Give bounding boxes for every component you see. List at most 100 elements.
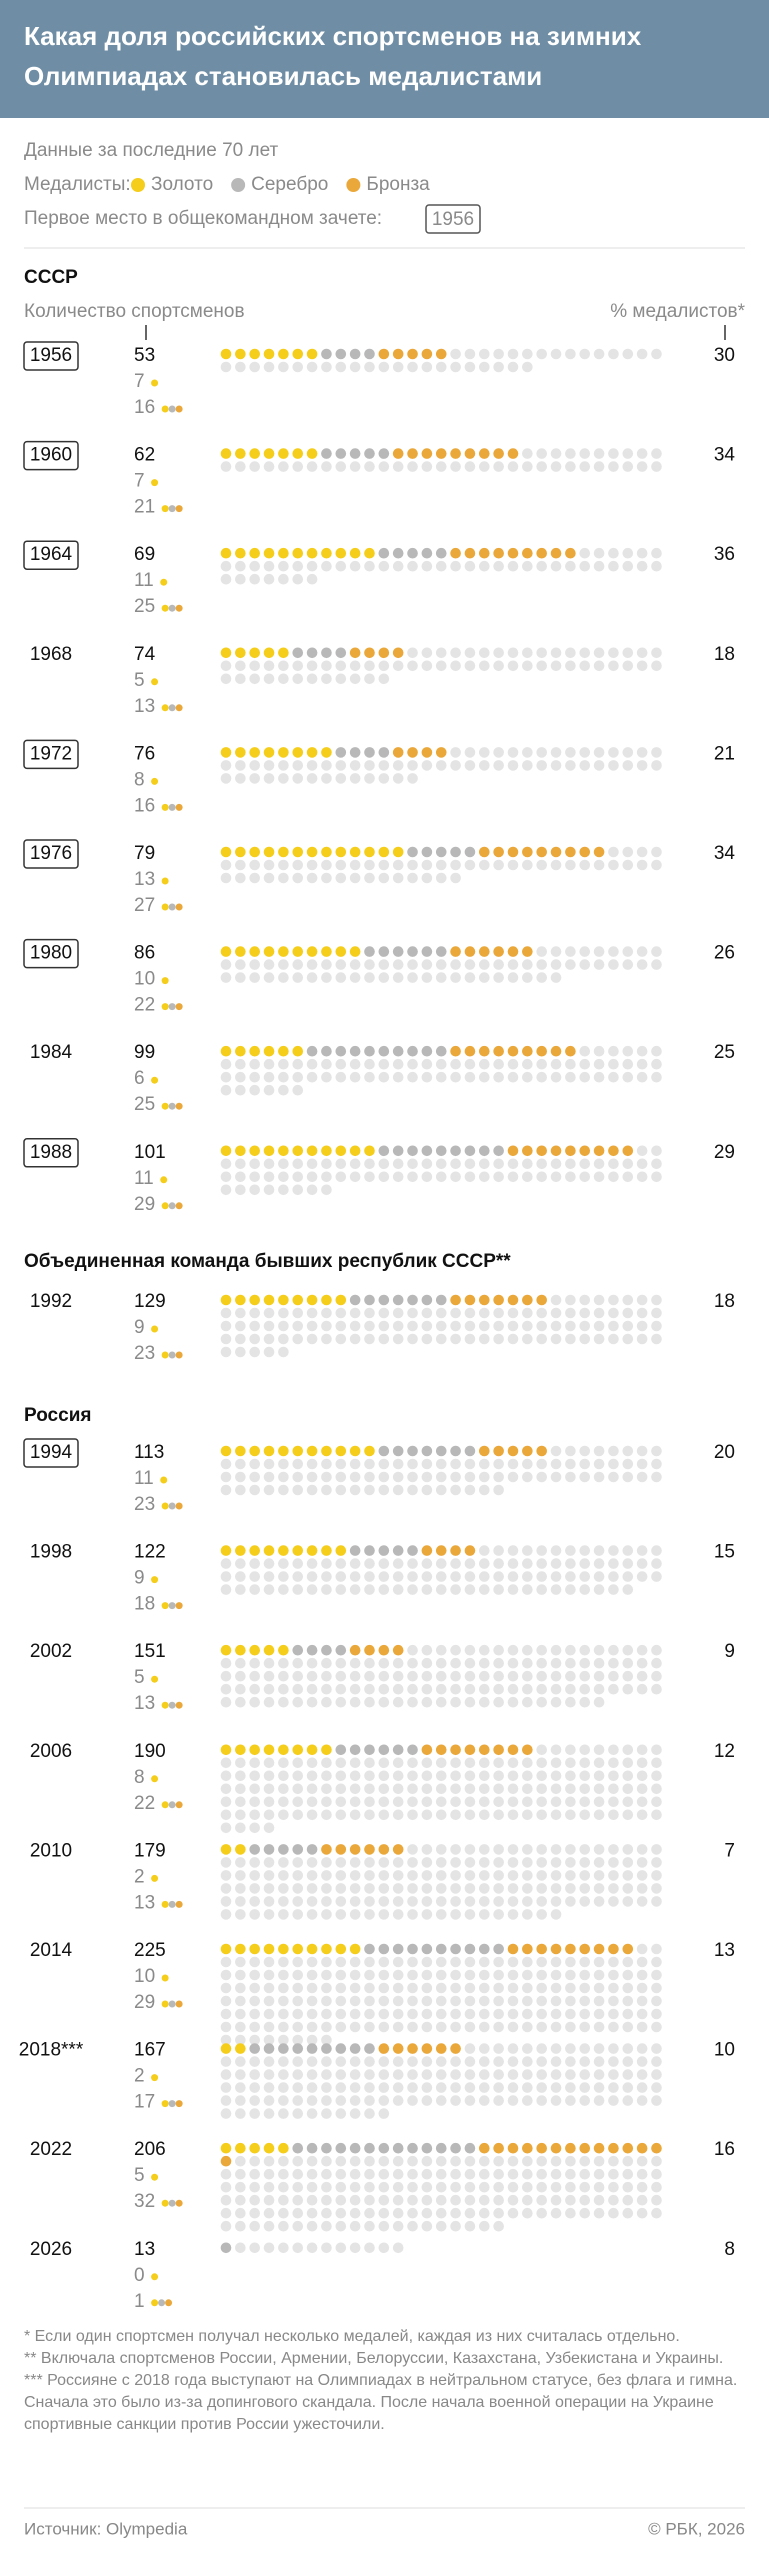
athlete-dot	[464, 2155, 476, 2167]
athlete-dot	[392, 1943, 404, 1955]
athlete-dot	[263, 1883, 275, 1894]
athlete-dot	[364, 1809, 375, 1821]
athlete-dot	[278, 560, 289, 572]
athlete-dot	[392, 1969, 404, 1981]
athlete-dot	[220, 1883, 232, 1894]
year: 1956	[30, 345, 72, 366]
athlete-dot	[479, 1969, 490, 1981]
athlete-dot	[321, 647, 332, 659]
athlete-dot	[278, 2082, 289, 2093]
athlete-dot	[450, 2095, 461, 2106]
athlete-dot	[493, 1956, 504, 1968]
athlete-dot	[608, 1670, 619, 1682]
athlete-dot	[565, 1670, 576, 1682]
gold-count: 7	[134, 371, 145, 392]
athlete-dot	[306, 2220, 318, 2232]
year: 1994	[30, 1442, 73, 1463]
athlete-dot	[378, 846, 390, 858]
athlete-dot	[306, 2056, 318, 2067]
athlete-dot	[550, 946, 562, 957]
athlete-dot	[392, 1158, 404, 1170]
athlete-dot	[349, 448, 361, 459]
athlete-dot	[378, 2108, 390, 2119]
athlete-dot	[608, 846, 619, 858]
athlete-dot	[321, 1071, 332, 1083]
athlete-dot	[392, 872, 404, 884]
athlete-dot	[306, 461, 318, 472]
percent: 34	[714, 445, 736, 466]
athlete-dot	[608, 760, 619, 771]
athlete-dot	[263, 461, 275, 472]
athlete-dot	[407, 859, 418, 871]
medal-icon	[175, 1701, 183, 1709]
athlete-dot	[622, 1982, 634, 1994]
athlete-dot	[522, 2095, 533, 2106]
athlete-dot	[249, 859, 260, 871]
gold-icon	[160, 1476, 168, 1484]
medal-icon	[168, 1102, 176, 1110]
athlete-dot	[321, 1158, 332, 1170]
athlete-dot	[435, 1744, 447, 1756]
athlete-dot	[435, 448, 447, 459]
athlete-dot	[235, 2069, 246, 2080]
medal-icon	[168, 2199, 176, 2207]
athlete-dot	[349, 1770, 361, 1782]
athlete-dot	[651, 1307, 662, 1319]
athlete-dot	[651, 1943, 662, 1955]
year: 1998	[30, 1542, 72, 1563]
athlete-dot	[421, 1058, 433, 1070]
athlete-dot	[335, 2095, 347, 2106]
athlete-dot	[364, 2220, 375, 2232]
athlete-dot	[306, 2207, 318, 2219]
athlete-dot	[593, 747, 605, 758]
athlete-dot	[550, 1909, 562, 1920]
percent: 26	[714, 943, 735, 964]
athlete-dot	[493, 946, 504, 957]
athlete-dot	[278, 361, 289, 373]
athlete-dot	[349, 859, 361, 871]
medalists-count: 25	[134, 1094, 155, 1115]
athlete-dot	[235, 1545, 246, 1556]
athlete-dot	[392, 1071, 404, 1083]
athlete-dot	[263, 1757, 275, 1769]
athlete-dot	[321, 1956, 332, 1968]
athlete-dot	[550, 760, 562, 771]
athlete-dot	[450, 2082, 461, 2093]
athletes: 99	[134, 1042, 155, 1063]
athlete-dot	[450, 2008, 461, 2020]
athlete-dot	[321, 2168, 332, 2180]
athlete-dot	[550, 1943, 562, 1955]
athlete-dot	[335, 1809, 347, 1821]
athlete-dot	[235, 1458, 246, 1470]
athlete-dot	[464, 1683, 476, 1695]
header-band	[0, 0, 769, 118]
athlete-dot	[378, 1870, 390, 1881]
athlete-dot	[450, 1307, 461, 1319]
athlete-dot	[550, 1307, 562, 1319]
athlete-dot	[493, 461, 504, 472]
athlete-dot	[220, 448, 232, 459]
athlete-dot	[378, 1294, 390, 1306]
athlete-dot	[464, 1333, 476, 1345]
athlete-dot	[321, 1045, 332, 1057]
athlete-dot	[335, 1458, 347, 1470]
athlete-dot	[507, 1883, 519, 1894]
athlete-dot	[278, 1184, 289, 1196]
athlete-dot	[407, 1683, 418, 1695]
athlete-dot	[321, 1471, 332, 1483]
athlete-dot	[392, 1783, 404, 1795]
athlete-dot	[565, 1982, 576, 1994]
gold-count: 5	[134, 1667, 145, 1688]
athlete-dot	[536, 547, 547, 559]
athlete-dot	[651, 448, 662, 459]
athlete-dot	[335, 1294, 347, 1306]
athlete-dot	[464, 1545, 476, 1556]
athlete-dot	[593, 1294, 605, 1306]
athlete-dot	[493, 1943, 504, 1955]
medal-icon	[175, 505, 183, 513]
athlete-dot	[349, 647, 361, 659]
athlete-dot	[565, 859, 576, 871]
athlete-dot	[306, 1844, 318, 1855]
athlete-dot	[651, 1809, 662, 1821]
athlete-dot	[306, 1571, 318, 1582]
